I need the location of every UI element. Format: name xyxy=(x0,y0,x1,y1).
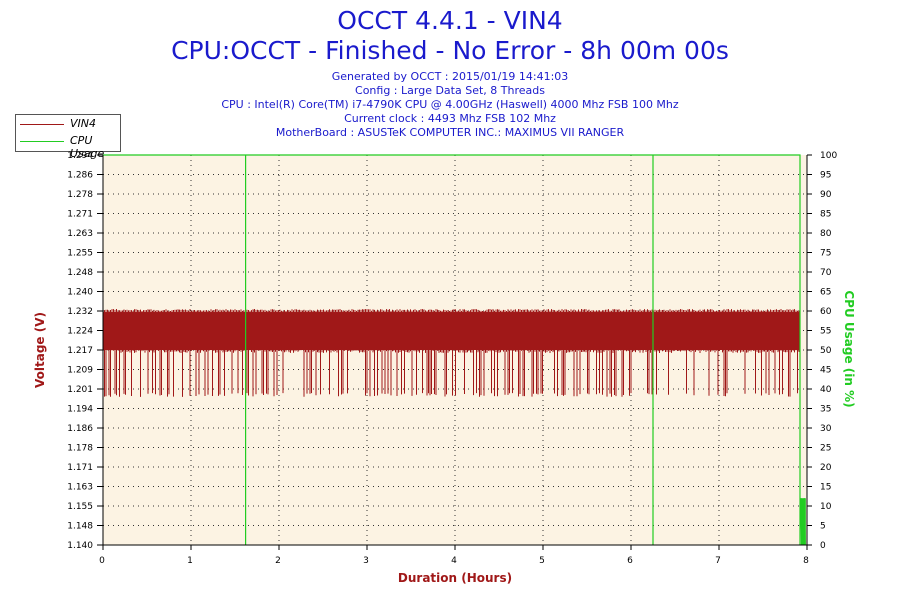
y-tick-label: 1.148 xyxy=(67,522,93,532)
legend-swatch-cpu-usage xyxy=(20,141,64,142)
y2-tick-label: 100 xyxy=(820,151,837,161)
x-tick-label: 2 xyxy=(275,556,281,566)
legend: VIN4 CPU Usage xyxy=(15,114,121,160)
y2-axis-label: CPU Usage (in %) xyxy=(842,290,856,408)
y-tick-label: 1.286 xyxy=(67,171,93,181)
y-tick-label: 1.224 xyxy=(67,327,93,337)
chart-subtitle: CPU:OCCT - Finished - No Error - 8h 00m … xyxy=(171,36,729,65)
y-tick-label: 1.278 xyxy=(67,190,93,200)
info-clock: Current clock : 4493 Mhz FSB 102 Mhz xyxy=(344,112,556,125)
y2-tick-label: 15 xyxy=(820,483,831,493)
y-tick-label: 1.155 xyxy=(67,502,93,512)
chart-title: OCCT 4.4.1 - VIN4 xyxy=(337,6,563,35)
x-tick-label: 1 xyxy=(187,556,193,566)
y-tick-label: 1.194 xyxy=(67,405,93,415)
x-tick-label: 0 xyxy=(99,556,105,566)
y-tick-label: 1.209 xyxy=(67,366,93,376)
y-tick-label: 1.201 xyxy=(67,385,93,395)
info-config: Config : Large Data Set, 8 Threads xyxy=(355,84,545,97)
y2-tick-label: 45 xyxy=(820,366,831,376)
x-tick-label: 3 xyxy=(363,556,369,566)
y2-tick-label: 50 xyxy=(820,346,832,356)
x-tick-label: 7 xyxy=(715,556,721,566)
y-tick-label: 1.255 xyxy=(67,249,93,259)
y2-tick-label: 30 xyxy=(820,424,832,434)
y-tick-label: 1.171 xyxy=(67,463,93,473)
y-tick-label: 1.217 xyxy=(67,346,93,356)
x-tick-label: 4 xyxy=(451,556,457,566)
y-tick-label: 1.294 xyxy=(67,151,93,161)
y2-tick-label: 65 xyxy=(820,288,831,298)
y2-tick-label: 55 xyxy=(820,327,831,337)
y-tick-label: 1.163 xyxy=(67,483,93,493)
y2-tick-label: 35 xyxy=(820,405,831,415)
y-tick-label: 1.271 xyxy=(67,210,93,220)
legend-label-vin4: VIN4 xyxy=(70,117,96,130)
y2-tick-label: 60 xyxy=(820,307,832,317)
x-axis-label: Duration (Hours) xyxy=(397,571,513,585)
y2-tick-label: 95 xyxy=(820,171,831,181)
y-tick-label: 1.263 xyxy=(67,229,93,239)
y2-tick-label: 20 xyxy=(820,463,832,473)
cpu-usage-bar xyxy=(800,498,806,545)
x-tick-label: 5 xyxy=(539,556,545,566)
info-motherboard: MotherBoard : ASUSTeK COMPUTER INC.: MAX… xyxy=(275,126,625,139)
legend-label-cpu-usage: CPU Usage xyxy=(70,134,105,160)
info-cpu: CPU : Intel(R) Core(TM) i7-4790K CPU @ 4… xyxy=(221,98,679,111)
y-tick-label: 1.240 xyxy=(67,288,93,298)
y2-tick-label: 25 xyxy=(820,444,831,454)
legend-item-cpu-usage: CPU Usage xyxy=(16,133,120,160)
y-tick-label: 1.178 xyxy=(67,444,93,454)
y-tick-label: 1.248 xyxy=(67,268,93,278)
x-tick-label: 6 xyxy=(627,556,633,566)
y2-tick-label: 90 xyxy=(820,190,832,200)
y2-tick-label: 80 xyxy=(820,229,832,239)
y-tick-label: 1.140 xyxy=(67,541,93,551)
legend-swatch-vin4 xyxy=(20,124,64,125)
voltage-band xyxy=(103,312,800,350)
y-axis-label: Voltage (V) xyxy=(33,312,47,388)
y2-tick-label: 70 xyxy=(820,268,832,278)
legend-item-vin4: VIN4 xyxy=(16,116,120,132)
y2-tick-label: 85 xyxy=(820,210,831,220)
y2-tick-label: 0 xyxy=(820,541,826,551)
y2-tick-label: 40 xyxy=(820,385,832,395)
info-generated: Generated by OCCT : 2015/01/19 14:41:03 xyxy=(331,70,569,83)
y-tick-label: 1.232 xyxy=(67,307,93,317)
y2-tick-label: 5 xyxy=(820,522,826,532)
x-tick-label: 8 xyxy=(803,556,809,566)
y2-tick-label: 75 xyxy=(820,249,831,259)
y-tick-label: 1.186 xyxy=(67,424,93,434)
y2-tick-label: 10 xyxy=(820,502,832,512)
